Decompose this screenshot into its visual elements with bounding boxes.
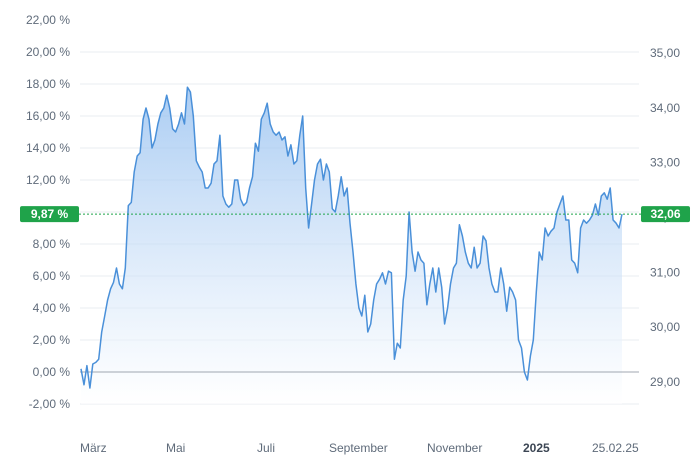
left-tick-label: 8,00 % <box>33 237 71 251</box>
left-tick-label: 6,00 % <box>33 269 71 283</box>
left-tick-label: -2,00 % <box>29 397 71 411</box>
left-tick-label: 20,00 % <box>26 45 70 59</box>
series-area-fill <box>81 87 622 404</box>
left-tick-label: 18,00 % <box>26 77 70 91</box>
right-tick-label: 29,00 <box>650 375 680 389</box>
x-tick-label: September <box>329 441 388 455</box>
right-tick-label: 34,00 <box>650 101 680 115</box>
left-tick-label: 0,00 % <box>33 365 71 379</box>
current-percent-label: 9,87 % <box>31 207 69 221</box>
x-tick-label: Juli <box>257 441 275 455</box>
x-tick-label: März <box>80 441 107 455</box>
left-tick-label: 12,00 % <box>26 173 70 187</box>
current-price-badge: 32,06 <box>641 206 690 223</box>
x-tick-label: November <box>427 441 482 455</box>
current-price-label: 32,06 <box>650 207 680 221</box>
left-tick-label: 16,00 % <box>26 109 70 123</box>
left-tick-label: 4,00 % <box>33 301 71 315</box>
left-tick-label: 14,00 % <box>26 141 70 155</box>
current-percent-badge: 9,87 % <box>20 206 79 223</box>
left-tick-label: 22,00 % <box>26 13 70 27</box>
series-line[interactable] <box>80 86 623 389</box>
x-tick-label: Mai <box>166 441 185 455</box>
x-tick-label: 2025 <box>523 441 550 455</box>
right-tick-label: 30,00 <box>650 320 680 334</box>
x-axis: März Mai Juli September November 2025 25.02.25 <box>80 441 639 455</box>
right-tick-label: 31,00 <box>650 265 680 279</box>
right-tick-label: 35,00 <box>650 46 680 60</box>
left-tick-label: 2,00 % <box>33 333 71 347</box>
right-tick-label: 33,00 <box>650 156 680 170</box>
x-tick-label: 25.02.25 <box>592 441 639 455</box>
